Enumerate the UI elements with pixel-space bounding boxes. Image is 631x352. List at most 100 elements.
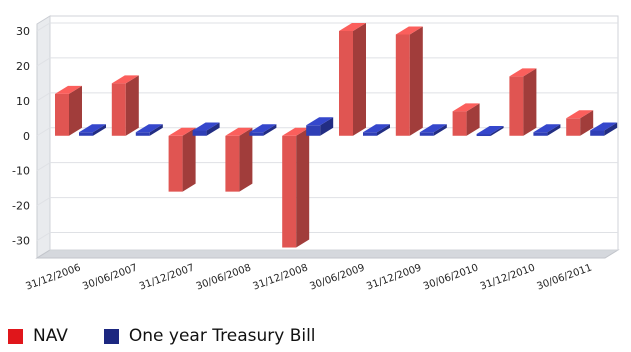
bar-side — [182, 127, 196, 192]
bar-nav — [55, 85, 82, 136]
bar-side — [93, 124, 106, 136]
bar-tbill — [306, 117, 334, 136]
x-axis-ticks: 31/12/200630/06/200731/12/200730/06/2008… — [24, 262, 593, 292]
bar-side — [580, 110, 594, 136]
bar-side — [125, 75, 139, 136]
bar-tbill — [249, 124, 277, 136]
bar-side — [353, 22, 366, 136]
y-tick-label: 0 — [23, 130, 30, 143]
bar-top — [168, 127, 196, 136]
bar-tbill — [363, 124, 390, 136]
legend-label-nav: NAV — [33, 326, 68, 346]
bar-side — [149, 124, 163, 136]
bar-nav — [225, 127, 253, 192]
bar-tbill — [533, 124, 561, 136]
bar-top — [363, 124, 390, 133]
bar-side — [604, 122, 618, 136]
bar-tbill — [135, 124, 163, 136]
y-tick-label: -30 — [12, 235, 30, 248]
bar-top — [590, 122, 618, 131]
chart-frame — [35, 15, 620, 259]
bars — [55, 22, 618, 248]
gridline-side — [36, 197, 51, 207]
bar-front — [476, 134, 491, 137]
gridline-side — [36, 92, 51, 102]
x-tick-label: 31/12/2009 — [365, 262, 423, 292]
bar-top — [533, 124, 561, 133]
x-tick-label: 30/06/2011 — [536, 262, 594, 292]
bar-side — [377, 124, 390, 136]
x-tick-label: 31/12/2007 — [138, 262, 196, 292]
bar-side — [409, 26, 423, 136]
bar-tbill — [590, 122, 618, 136]
bar-top — [476, 126, 504, 135]
bar-side — [523, 68, 537, 136]
bar-front — [590, 130, 605, 136]
bar-top — [306, 117, 334, 126]
bar-side — [296, 127, 310, 248]
bar-front — [135, 132, 150, 136]
x-tick-label: 30/06/2008 — [195, 262, 253, 292]
bar-front — [55, 93, 69, 136]
bar-top — [135, 124, 163, 133]
bar-top — [282, 127, 310, 136]
gridline-side — [36, 232, 51, 241]
bar-side — [206, 122, 220, 136]
bar-front — [111, 83, 126, 136]
bar-top — [419, 124, 447, 133]
bar-top — [509, 68, 537, 77]
bar-top — [55, 85, 82, 94]
x-tick-label: 30/06/2007 — [81, 262, 139, 292]
legend-swatch-nav — [8, 328, 23, 344]
bar-front — [509, 76, 524, 136]
bar-nav — [282, 127, 310, 248]
y-tick-label: -20 — [12, 200, 30, 213]
legend: NAV One year Treasury Bill — [8, 326, 352, 346]
bar-top — [192, 122, 220, 131]
bar-nav — [509, 68, 537, 136]
bar-side — [263, 124, 277, 136]
bar-front — [566, 118, 581, 136]
gridline-side — [36, 162, 51, 172]
bar-top — [339, 22, 366, 31]
x-tick-label: 31/12/2010 — [479, 262, 537, 292]
bar-front — [168, 135, 183, 192]
bar-front — [452, 111, 467, 136]
y-axis-ticks: 30 20 10 0 -10 -20 -30 — [12, 25, 30, 248]
bar-top — [225, 127, 253, 136]
bar-front — [79, 132, 93, 136]
bar-top — [79, 124, 106, 133]
y-tick-label: 10 — [16, 95, 30, 108]
bar-front — [533, 132, 548, 136]
bar-nav — [395, 26, 423, 136]
bar-top — [395, 26, 423, 35]
bar-nav — [339, 22, 366, 136]
bar-tbill — [476, 126, 504, 137]
back-wall — [49, 15, 619, 251]
x-tick-label: 31/12/2006 — [24, 262, 82, 292]
floor — [35, 249, 620, 259]
left-wall — [36, 15, 51, 259]
bar-side — [547, 124, 561, 136]
legend-label-tbill: One year Treasury Bill — [128, 326, 316, 346]
legend-item-nav: NAV — [8, 326, 68, 346]
bar-side — [466, 103, 480, 136]
legend-item-tbill: One year Treasury Bill — [103, 326, 316, 346]
x-tick-label: 30/06/2009 — [308, 262, 366, 292]
bar-front — [225, 135, 240, 192]
bar-side — [490, 126, 504, 137]
bar-nav — [111, 75, 139, 136]
bar-tbill — [79, 124, 106, 136]
bar-top — [566, 110, 594, 119]
x-tick-label: 30/06/2010 — [422, 262, 480, 292]
gridline-side — [36, 127, 51, 137]
bar-side — [239, 127, 253, 192]
bar-top — [249, 124, 277, 133]
bar-top — [111, 75, 139, 84]
y-tick-label: 30 — [16, 25, 30, 38]
bar-top — [452, 103, 480, 112]
bar-front — [282, 135, 297, 248]
gridline-side — [36, 22, 51, 32]
y-tick-label: -10 — [12, 165, 30, 178]
